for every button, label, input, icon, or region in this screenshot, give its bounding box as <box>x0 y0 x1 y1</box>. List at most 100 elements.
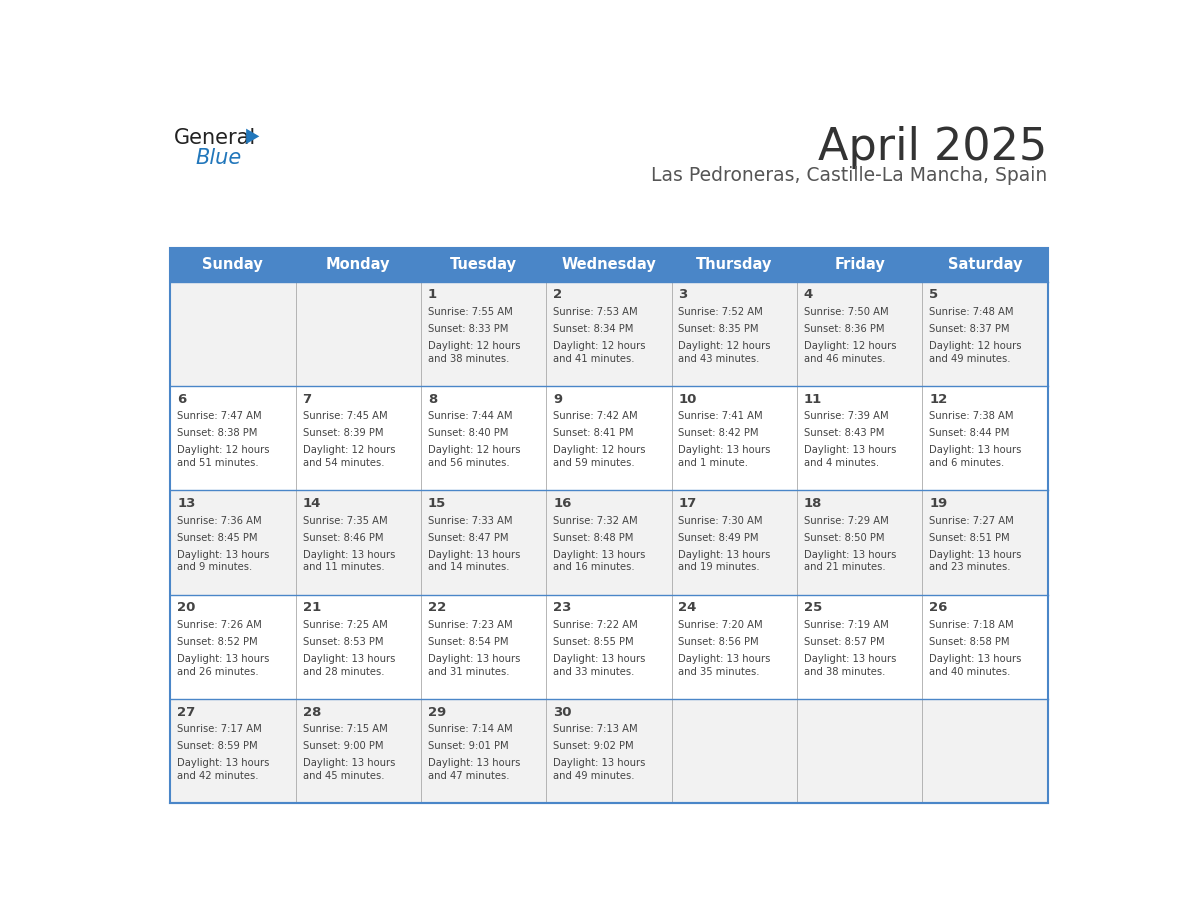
Text: Saturday: Saturday <box>948 257 1022 272</box>
Text: Sunrise: 7:32 AM: Sunrise: 7:32 AM <box>554 516 638 526</box>
Text: Daylight: 13 hours
and 28 minutes.: Daylight: 13 hours and 28 minutes. <box>303 654 394 677</box>
Bar <box>170 248 1048 282</box>
Text: Sunset: 8:41 PM: Sunset: 8:41 PM <box>554 428 633 438</box>
Text: 23: 23 <box>554 601 571 614</box>
Text: Daylight: 13 hours
and 21 minutes.: Daylight: 13 hours and 21 minutes. <box>804 550 896 572</box>
Text: Sunrise: 7:27 AM: Sunrise: 7:27 AM <box>929 516 1013 526</box>
Text: Sunrise: 7:29 AM: Sunrise: 7:29 AM <box>804 516 889 526</box>
Text: Tuesday: Tuesday <box>450 257 517 272</box>
Text: Sunrise: 7:36 AM: Sunrise: 7:36 AM <box>177 516 261 526</box>
Text: Sunrise: 7:14 AM: Sunrise: 7:14 AM <box>428 724 512 734</box>
Text: Sunset: 8:42 PM: Sunset: 8:42 PM <box>678 428 759 438</box>
Text: Sunrise: 7:53 AM: Sunrise: 7:53 AM <box>554 307 638 317</box>
Text: 20: 20 <box>177 601 196 614</box>
Text: 5: 5 <box>929 288 939 301</box>
Text: Sunset: 8:54 PM: Sunset: 8:54 PM <box>428 637 508 647</box>
Text: Daylight: 13 hours
and 14 minutes.: Daylight: 13 hours and 14 minutes. <box>428 550 520 572</box>
Text: Sunset: 8:47 PM: Sunset: 8:47 PM <box>428 532 508 543</box>
Text: 25: 25 <box>804 601 822 614</box>
Text: Sunrise: 7:25 AM: Sunrise: 7:25 AM <box>303 620 387 630</box>
Text: Sunrise: 7:26 AM: Sunrise: 7:26 AM <box>177 620 261 630</box>
Text: Sunset: 8:36 PM: Sunset: 8:36 PM <box>804 324 884 334</box>
Text: Daylight: 12 hours
and 59 minutes.: Daylight: 12 hours and 59 minutes. <box>554 445 645 468</box>
Text: Daylight: 12 hours
and 46 minutes.: Daylight: 12 hours and 46 minutes. <box>804 341 896 364</box>
Text: Daylight: 12 hours
and 51 minutes.: Daylight: 12 hours and 51 minutes. <box>177 445 270 468</box>
Text: Sunrise: 7:23 AM: Sunrise: 7:23 AM <box>428 620 512 630</box>
Text: Sunset: 8:34 PM: Sunset: 8:34 PM <box>554 324 633 334</box>
Text: 3: 3 <box>678 288 688 301</box>
Text: Sunrise: 7:45 AM: Sunrise: 7:45 AM <box>303 411 387 421</box>
Text: 28: 28 <box>303 706 321 719</box>
Text: Sunrise: 7:22 AM: Sunrise: 7:22 AM <box>554 620 638 630</box>
Text: Sunrise: 7:50 AM: Sunrise: 7:50 AM <box>804 307 889 317</box>
Text: 17: 17 <box>678 497 696 510</box>
Text: Daylight: 13 hours
and 4 minutes.: Daylight: 13 hours and 4 minutes. <box>804 445 896 468</box>
Text: Sunrise: 7:19 AM: Sunrise: 7:19 AM <box>804 620 889 630</box>
Text: Sunset: 8:35 PM: Sunset: 8:35 PM <box>678 324 759 334</box>
Text: Sunrise: 7:20 AM: Sunrise: 7:20 AM <box>678 620 763 630</box>
Text: Sunrise: 7:39 AM: Sunrise: 7:39 AM <box>804 411 889 421</box>
Text: 30: 30 <box>554 706 571 719</box>
Text: Sunset: 8:37 PM: Sunset: 8:37 PM <box>929 324 1010 334</box>
Text: 12: 12 <box>929 393 947 406</box>
Text: Daylight: 13 hours
and 31 minutes.: Daylight: 13 hours and 31 minutes. <box>428 654 520 677</box>
Text: 10: 10 <box>678 393 697 406</box>
Text: Sunrise: 7:13 AM: Sunrise: 7:13 AM <box>554 724 638 734</box>
Bar <box>170 699 1048 803</box>
Text: Sunrise: 7:33 AM: Sunrise: 7:33 AM <box>428 516 512 526</box>
Text: Sunset: 8:38 PM: Sunset: 8:38 PM <box>177 428 258 438</box>
Text: Daylight: 13 hours
and 35 minutes.: Daylight: 13 hours and 35 minutes. <box>678 654 771 677</box>
Text: 21: 21 <box>303 601 321 614</box>
Text: 26: 26 <box>929 601 948 614</box>
Text: Sunset: 8:57 PM: Sunset: 8:57 PM <box>804 637 884 647</box>
Text: 11: 11 <box>804 393 822 406</box>
Text: Monday: Monday <box>326 257 391 272</box>
Text: 29: 29 <box>428 706 446 719</box>
Text: Sunrise: 7:44 AM: Sunrise: 7:44 AM <box>428 411 512 421</box>
Text: Blue: Blue <box>196 149 242 168</box>
Text: Daylight: 12 hours
and 54 minutes.: Daylight: 12 hours and 54 minutes. <box>303 445 394 468</box>
Text: Daylight: 13 hours
and 40 minutes.: Daylight: 13 hours and 40 minutes. <box>929 654 1022 677</box>
Text: 13: 13 <box>177 497 196 510</box>
Text: Daylight: 13 hours
and 9 minutes.: Daylight: 13 hours and 9 minutes. <box>177 550 270 572</box>
Text: Friday: Friday <box>834 257 885 272</box>
Text: Sunset: 8:55 PM: Sunset: 8:55 PM <box>554 637 633 647</box>
Text: Sunset: 8:44 PM: Sunset: 8:44 PM <box>929 428 1010 438</box>
Bar <box>170 248 1048 803</box>
Text: Daylight: 12 hours
and 43 minutes.: Daylight: 12 hours and 43 minutes. <box>678 341 771 364</box>
Text: Sunrise: 7:35 AM: Sunrise: 7:35 AM <box>303 516 387 526</box>
Text: 9: 9 <box>554 393 562 406</box>
Text: 18: 18 <box>804 497 822 510</box>
Text: Sunset: 8:33 PM: Sunset: 8:33 PM <box>428 324 508 334</box>
Text: Sunset: 8:59 PM: Sunset: 8:59 PM <box>177 741 258 751</box>
Text: Daylight: 13 hours
and 45 minutes.: Daylight: 13 hours and 45 minutes. <box>303 758 394 781</box>
Text: Sunrise: 7:47 AM: Sunrise: 7:47 AM <box>177 411 261 421</box>
Text: 8: 8 <box>428 393 437 406</box>
Bar <box>170 386 1048 490</box>
Text: Sunset: 8:52 PM: Sunset: 8:52 PM <box>177 637 258 647</box>
Text: Sunset: 8:51 PM: Sunset: 8:51 PM <box>929 532 1010 543</box>
Text: Daylight: 13 hours
and 1 minute.: Daylight: 13 hours and 1 minute. <box>678 445 771 468</box>
Text: Sunset: 8:58 PM: Sunset: 8:58 PM <box>929 637 1010 647</box>
Text: General: General <box>175 128 257 148</box>
Text: Sunset: 8:50 PM: Sunset: 8:50 PM <box>804 532 884 543</box>
Text: Daylight: 13 hours
and 33 minutes.: Daylight: 13 hours and 33 minutes. <box>554 654 645 677</box>
Bar <box>170 282 1048 386</box>
Text: 24: 24 <box>678 601 697 614</box>
Text: Sunrise: 7:38 AM: Sunrise: 7:38 AM <box>929 411 1013 421</box>
Text: 4: 4 <box>804 288 813 301</box>
Text: Wednesday: Wednesday <box>562 257 656 272</box>
Text: Sunset: 8:56 PM: Sunset: 8:56 PM <box>678 637 759 647</box>
Text: Sunrise: 7:18 AM: Sunrise: 7:18 AM <box>929 620 1013 630</box>
Text: Daylight: 13 hours
and 19 minutes.: Daylight: 13 hours and 19 minutes. <box>678 550 771 572</box>
Text: Sunset: 8:40 PM: Sunset: 8:40 PM <box>428 428 508 438</box>
Polygon shape <box>246 129 259 144</box>
Text: 2: 2 <box>554 288 562 301</box>
Text: Sunrise: 7:48 AM: Sunrise: 7:48 AM <box>929 307 1013 317</box>
Text: Sunset: 8:49 PM: Sunset: 8:49 PM <box>678 532 759 543</box>
Text: Thursday: Thursday <box>696 257 772 272</box>
Text: Sunset: 9:00 PM: Sunset: 9:00 PM <box>303 741 383 751</box>
Text: Sunrise: 7:15 AM: Sunrise: 7:15 AM <box>303 724 387 734</box>
Text: 16: 16 <box>554 497 571 510</box>
Text: Daylight: 13 hours
and 26 minutes.: Daylight: 13 hours and 26 minutes. <box>177 654 270 677</box>
